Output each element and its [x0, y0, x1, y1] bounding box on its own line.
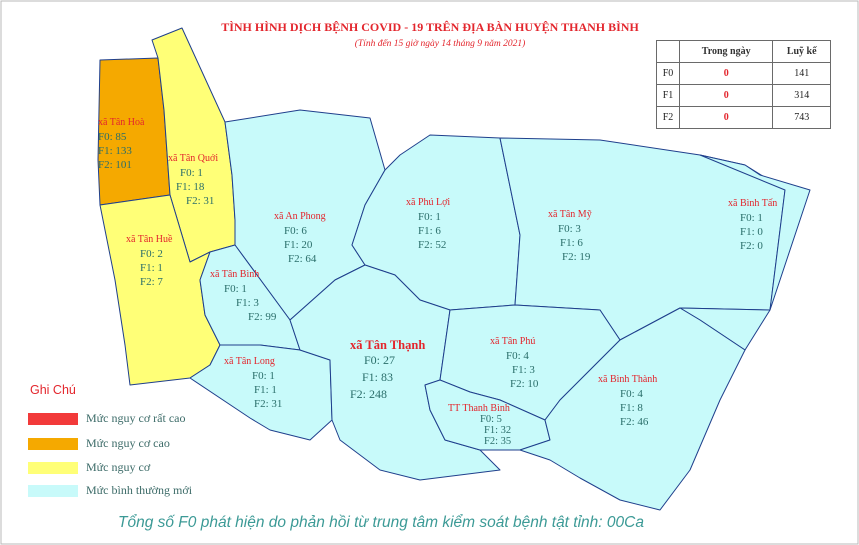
commune-f1: F1: 83	[362, 370, 394, 384]
map-subtitle: (Tính đến 15 giờ ngày 14 tháng 9 năm 202…	[354, 39, 526, 49]
commune-f0: F0: 6	[284, 225, 307, 237]
summary-row-f2: F2 0 743	[656, 106, 831, 129]
commune-f2: F2: 52	[418, 239, 447, 251]
commune-f1: F1: 6	[560, 237, 583, 249]
commune-f0: F0: 4	[506, 350, 529, 362]
commune-f2: F2: 64	[288, 253, 317, 265]
commune-f0: F0: 2	[140, 248, 163, 260]
commune-f1: F1: 3	[236, 297, 259, 309]
commune-f1: F1: 1	[140, 262, 163, 274]
commune-f1: F1: 0	[740, 226, 763, 238]
commune-name: xã Tân Quới	[168, 153, 219, 164]
legend-label: Mức nguy cơ cao	[86, 436, 170, 450]
summary-today-value: 0	[678, 62, 774, 85]
commune-f0: F0: 1	[418, 211, 441, 223]
legend-swatch	[28, 438, 78, 450]
region-tan-long	[189, 344, 333, 441]
commune-f2: F2: 101	[98, 159, 132, 171]
commune-f0: F0: 4	[620, 388, 643, 400]
commune-f2: F2: 7	[140, 276, 163, 288]
commune-name: TT Thanh Bình	[448, 403, 510, 414]
legend-label: Mức nguy cơ rất cao	[86, 411, 186, 425]
commune-label-tan-hoa: xã Tân Hoà F0: 85 F1: 133 F2: 101	[98, 116, 144, 172]
commune-name: xã Tân Long	[224, 356, 275, 367]
commune-f1: F1: 1	[254, 384, 277, 396]
commune-f2: F2: 248	[350, 387, 388, 401]
summary-row-label: F1	[656, 84, 680, 107]
commune-f0: F0: 3	[558, 223, 581, 235]
summary-row-f0: F0 0 141	[656, 62, 831, 85]
legend-title: Ghi Chú	[30, 383, 76, 397]
commune-f0: F0: 85	[98, 131, 127, 143]
commune-label-tan-hue: xã Tân Huề F0: 2 F1: 1 F2: 7	[126, 233, 172, 289]
summary-row-f1: F1 0 314	[656, 84, 831, 107]
commune-name: xã Bình Thành	[598, 374, 658, 385]
commune-label-tan-my: xã Tân Mỹ F0: 3 F1: 6 F2: 19	[548, 208, 592, 264]
summary-header-today: Trong ngày	[678, 40, 774, 63]
commune-f0: F0: 5	[480, 414, 502, 425]
commune-f1: F1: 8	[620, 402, 643, 414]
commune-f1: F1: 20	[284, 239, 313, 251]
commune-label-tan-long: xã Tân Long F0: 1 F1: 1 F2: 31	[224, 355, 282, 411]
summary-today-value: 0	[678, 106, 774, 129]
summary-corner-cell	[656, 40, 680, 63]
commune-f1: F1: 6	[418, 225, 441, 237]
summary-total-value: 314	[772, 84, 831, 107]
commune-f2: F2: 31	[186, 195, 215, 207]
commune-label-tan-phu: xã Tân Phú F0: 4 F1: 3 F2: 10	[490, 335, 538, 391]
commune-name: xã Tân Thạnh	[350, 338, 426, 352]
commune-f0: F0: 1	[224, 283, 247, 295]
commune-name: xã Tân Bình	[210, 269, 260, 280]
summary-today-value: 0	[678, 84, 774, 107]
commune-f0: F0: 27	[364, 353, 396, 367]
commune-name: xã Tân Hoà	[98, 117, 145, 128]
commune-name: xã Bình Tấn	[728, 198, 778, 209]
commune-name: xã Phú Lợi	[406, 197, 451, 208]
legend-swatch	[28, 413, 78, 425]
commune-label-an-phong: xã An Phong F0: 6 F1: 20 F2: 64	[274, 210, 326, 266]
commune-f1: F1: 133	[98, 145, 132, 157]
region-binh-thanh	[519, 307, 746, 511]
commune-f2: F2: 35	[484, 436, 512, 447]
commune-f2: F2: 31	[254, 398, 283, 410]
commune-label-tt-thanh-binh: TT Thanh Bình F0: 5 F1: 32 F2: 35	[448, 403, 511, 447]
commune-f0: F0: 1	[252, 370, 275, 382]
legend-swatch	[28, 462, 78, 474]
commune-label-phu-loi: xã Phú Lợi F0: 1 F1: 6 F2: 52	[406, 196, 450, 252]
summary-row-label: F2	[656, 106, 680, 129]
commune-f2: F2: 46	[620, 416, 649, 428]
commune-name: xã Tân Mỹ	[548, 209, 592, 220]
commune-name: xã Tân Huề	[126, 234, 173, 245]
footer-note: Tổng số F0 phát hiện do phản hồi từ trun…	[118, 514, 644, 531]
commune-f0: F0: 1	[180, 167, 203, 179]
legend-label: Mức bình thường mới	[86, 483, 193, 497]
commune-f1: F1: 18	[176, 181, 205, 193]
summary-row-label: F0	[656, 62, 680, 85]
commune-label-tan-thanh: xã Tân Thạnh F0: 27 F1: 83 F2: 248	[350, 338, 425, 403]
commune-f2: F2: 10	[510, 378, 539, 390]
commune-label-tan-quoi: xã Tân Quới F0: 1 F1: 18 F2: 31	[168, 152, 218, 208]
commune-f1: F1: 32	[484, 425, 512, 436]
legend-label: Mức nguy cơ	[86, 460, 151, 474]
summary-total-value: 141	[772, 62, 831, 85]
summary-header-row: Trong ngày Luỹ kế	[656, 40, 831, 63]
commune-f2: F2: 99	[248, 311, 277, 323]
summary-header-total: Luỹ kế	[772, 40, 831, 63]
commune-f2: F2: 19	[562, 251, 591, 263]
commune-label-tan-binh: xã Tân Bình F0: 1 F1: 3 F2: 99	[210, 268, 276, 324]
summary-total-value: 743	[772, 106, 831, 129]
commune-f2: F2: 0	[740, 240, 763, 252]
commune-name: xã An Phong	[274, 211, 326, 222]
summary-table: Trong ngày Luỹ kế F0 0 141 F1 0 314 F2 0…	[656, 40, 831, 129]
legend-swatch	[28, 485, 78, 497]
map-title: TÌNH HÌNH DỊCH BỆNH COVID - 19 TRÊN ĐỊA …	[221, 20, 639, 34]
commune-label-binh-thanh: xã Bình Thành F0: 4 F1: 8 F2: 46	[598, 373, 657, 429]
commune-name: xã Tân Phú	[490, 336, 536, 347]
commune-label-binh-tan: xã Bình Tấn F0: 1 F1: 0 F2: 0	[728, 197, 777, 253]
commune-f1: F1: 3	[512, 364, 535, 376]
commune-f0: F0: 1	[740, 212, 763, 224]
